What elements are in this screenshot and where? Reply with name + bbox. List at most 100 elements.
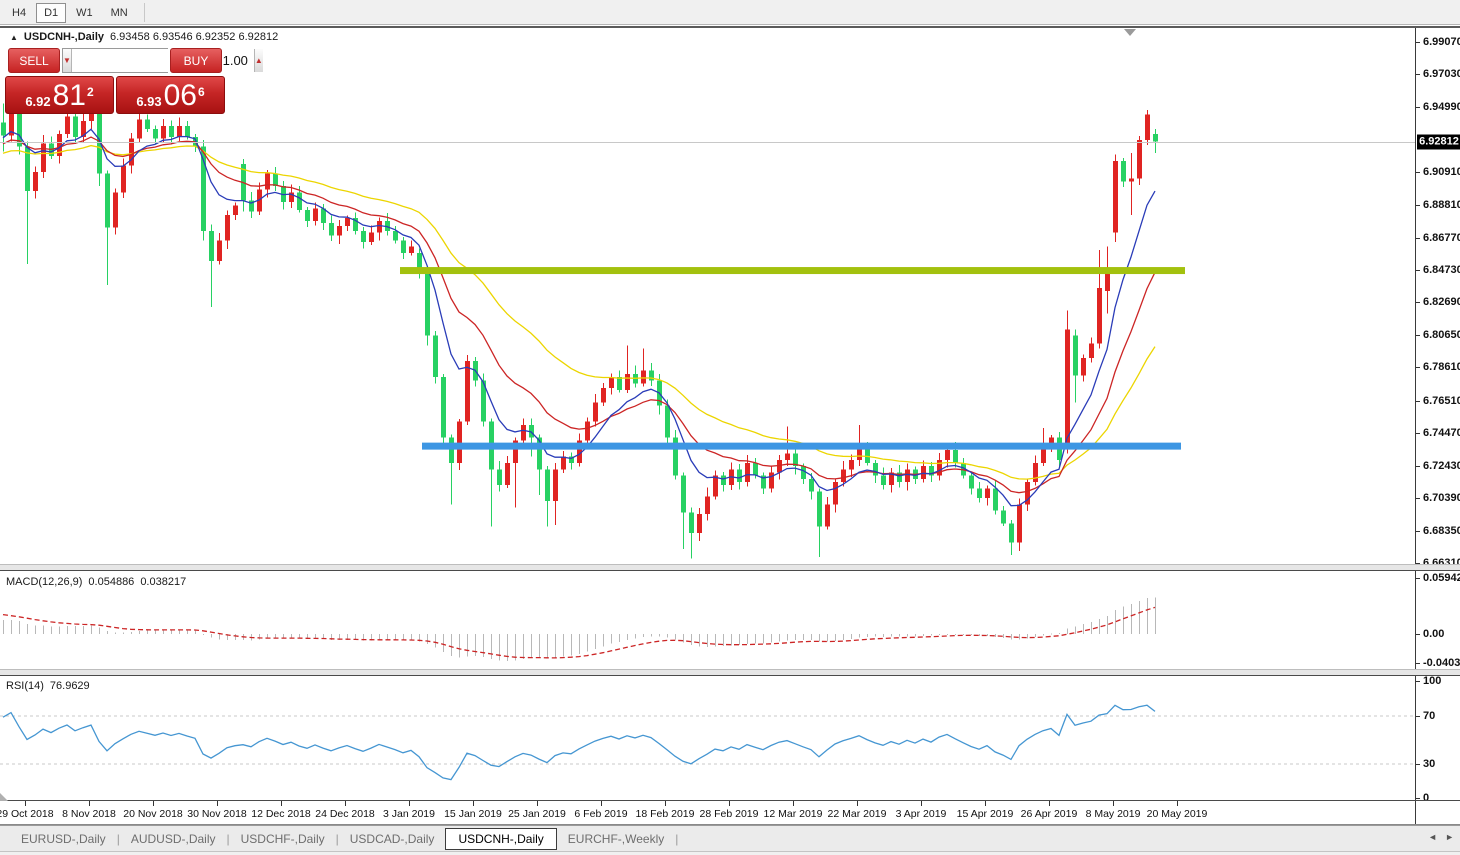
macd-rsi-splitter[interactable]: [0, 669, 1460, 676]
price-tick-label: 6.78610: [1423, 361, 1460, 374]
symbol-info-bar: ▲ USDCNH-,Daily 6.93458 6.93546 6.92352 …: [10, 31, 278, 43]
rsi-value: 76.9629: [49, 680, 90, 692]
current-price-tag: 6.92812: [1417, 134, 1460, 150]
period-button-w1[interactable]: W1: [76, 7, 93, 19]
panel-resize-grip-icon[interactable]: [0, 793, 8, 801]
rsi-axis-label: 0: [1423, 792, 1430, 804]
main-macd-splitter[interactable]: [0, 564, 1460, 571]
rsi-axis-label-tick: [1416, 798, 1420, 799]
price-tick-label: 6.70390: [1423, 492, 1460, 505]
buy-price-panel[interactable]: 6.93 06 6: [116, 76, 225, 114]
date-tick: [729, 801, 730, 806]
price-tick-label-tick: [1416, 302, 1420, 304]
collapse-triangle-icon[interactable]: ▲: [10, 32, 18, 42]
date-label: 18 Feb 2019: [635, 808, 695, 820]
price-tick-label-tick: [1416, 367, 1420, 369]
price-tick-label-tick: [1416, 465, 1420, 467]
price-tick-label-tick: [1416, 74, 1420, 76]
volume-down-icon[interactable]: ▼: [63, 49, 72, 72]
tab-eurchf[interactable]: EURCHF-,Weekly: [567, 831, 665, 846]
price-tick-label-tick: [1416, 171, 1420, 173]
date-tick: [1049, 801, 1050, 806]
price-tick-label: 6.72430: [1423, 459, 1460, 472]
sell-price-sup: 2: [87, 85, 94, 99]
date-tick: [409, 801, 410, 806]
price-tick-label: 6.74470: [1423, 427, 1460, 440]
period-button-h4[interactable]: H4: [12, 7, 27, 19]
rsi-label: RSI(14) 76.9629: [6, 680, 90, 692]
volume-input[interactable]: [71, 49, 254, 72]
date-label: 28 Feb 2019: [699, 808, 759, 820]
tab-audusd[interactable]: AUDUSD-,Daily: [130, 831, 216, 846]
tab-eurusd[interactable]: EURUSD-,Daily: [21, 831, 106, 846]
rsi-bottom-border: [0, 800, 1460, 801]
chart-shift-marker-icon[interactable]: [1124, 29, 1136, 36]
price-tick-label: 6.86770: [1423, 231, 1460, 244]
symbol-ohlc-values: 6.93458 6.93546 6.92352 6.92812: [110, 31, 279, 43]
buy-price-prefix: 6.93: [136, 94, 162, 109]
symbol-title: USDCNH-,Daily: [23, 31, 104, 43]
price-tick-label: 6.80650: [1423, 328, 1460, 341]
macd-axis-label-tick: [1416, 663, 1420, 664]
chart-tab-bar: EURUSD-,Daily | AUDUSD-,Daily | USDCHF-,Dail…: [0, 825, 1460, 851]
price-tick-label: 6.99070: [1423, 36, 1460, 48]
date-tick: [345, 801, 346, 806]
tab-scroll-left-icon[interactable]: ◄: [1428, 832, 1438, 842]
date-tick: [1113, 801, 1114, 806]
price-tick-label-tick: [1416, 42, 1420, 43]
volume-up-icon[interactable]: ▲: [253, 49, 263, 72]
tab-scroll-controls: ◄ ►: [1428, 832, 1454, 842]
price-tick-label-tick: [1416, 498, 1420, 500]
rsi-axis-label-tick: [1416, 681, 1420, 682]
sell-button[interactable]: SELL: [8, 48, 60, 73]
rsi-axis-label: 100: [1423, 675, 1442, 687]
period-button-d1[interactable]: D1: [36, 3, 67, 23]
period-button-mn[interactable]: MN: [110, 7, 128, 19]
sell-price-big: 81: [52, 79, 86, 112]
price-tick-label: 6.97030: [1423, 68, 1460, 81]
macd-value-main: 0.054886: [88, 576, 135, 588]
price-tick-label-tick: [1416, 205, 1420, 207]
tab-usdcnh[interactable]: USDCNH-,Daily: [445, 827, 557, 850]
price-tick-label: 6.88810: [1423, 199, 1460, 212]
price-tick-label-tick: [1416, 562, 1420, 564]
one-click-trading-widget: SELL ▼ ▲ BUY 6.92 81 2 6.93 06 6: [5, 46, 263, 114]
tab-usdcad[interactable]: USDCAD-,Daily: [349, 831, 435, 846]
macd-axis-label: -0.040371: [1423, 657, 1460, 669]
date-tick: [1177, 801, 1178, 806]
price-tick-label-tick: [1416, 530, 1420, 532]
bottom-status-sliver: [0, 851, 1460, 855]
rsi-name: RSI(14): [6, 680, 44, 692]
price-axis[interactable]: 6.99070 6.97030 6.94990 6.90910 6.88810 6.867…: [1415, 28, 1460, 824]
price-tick-label-tick: [1416, 433, 1420, 435]
price-tick-label: 6.84730: [1423, 264, 1460, 277]
date-label: 6 Feb 2019: [574, 808, 628, 820]
date-label: 24 Dec 2018: [315, 808, 375, 820]
timeframe-toolbar: H4 D1 W1 MN: [0, 0, 1460, 25]
date-label: 20 May 2019: [1146, 808, 1208, 820]
date-tick: [857, 801, 858, 806]
date-label: 12 Dec 2018: [251, 808, 311, 820]
sell-price-panel[interactable]: 6.92 81 2: [5, 76, 114, 114]
buy-button[interactable]: BUY: [170, 48, 222, 73]
rsi-axis-label: 30: [1423, 758, 1436, 770]
date-label: 8 Nov 2018: [62, 808, 116, 820]
price-tick-label-tick: [1416, 270, 1420, 272]
date-tick: [281, 801, 282, 806]
price-tick-label-tick: [1416, 237, 1420, 239]
date-axis[interactable]: 29 Oct 2018 8 Nov 2018 20 Nov 2018 30 Nov 2…: [0, 801, 1415, 824]
macd-axis-label-tick: [1416, 578, 1420, 579]
price-tick-label-tick: [1416, 334, 1420, 336]
rsi-axis-label-tick: [1416, 716, 1420, 717]
volume-control: ▼ ▲: [62, 48, 263, 73]
tab-scroll-right-icon[interactable]: ►: [1445, 832, 1454, 842]
date-tick: [537, 801, 538, 806]
date-label: 25 Jan 2019: [508, 808, 566, 820]
date-label: 3 Apr 2019: [895, 808, 947, 820]
date-tick: [473, 801, 474, 806]
tab-usdchf[interactable]: USDCHF-,Daily: [240, 831, 325, 846]
price-tick-label: 6.90910: [1423, 165, 1460, 178]
date-label: 26 Apr 2019: [1020, 808, 1078, 820]
date-label: 15 Jan 2019: [444, 808, 502, 820]
